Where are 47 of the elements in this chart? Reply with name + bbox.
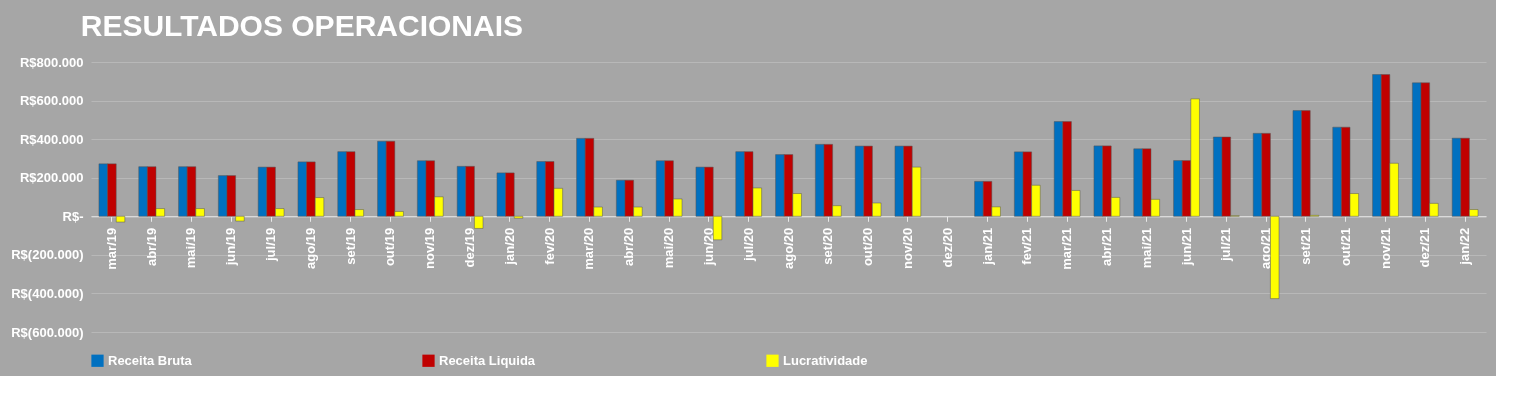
y-tick-label: R$(400.000) (11, 285, 84, 301)
x-tick-label: abr/19 (143, 227, 159, 267)
legend-label: Receita Bruta (108, 352, 193, 368)
x-tick-label: mai/20 (661, 227, 677, 269)
x-tick-label: jun/21 (1178, 227, 1194, 267)
x-tick-label: set/20 (820, 227, 836, 265)
x-tick-label: dez/21 (1417, 227, 1433, 268)
x-tick-label: ago/20 (780, 227, 796, 269)
x-tick-label: jan/21 (979, 227, 995, 266)
x-tick-label: jul/19 (263, 227, 279, 263)
x-tick-label: nov/19 (422, 227, 438, 269)
x-tick-label: jan/22 (1457, 227, 1473, 266)
x-tick-label: mai/19 (183, 227, 199, 269)
x-tick-label: abr/21 (1098, 227, 1114, 267)
legend-label: Receita Liquida (439, 352, 536, 368)
x-tick-label: nov/21 (1377, 227, 1393, 269)
x-tick-label: out/21 (1337, 227, 1353, 267)
y-tick-label: R$(600.000) (11, 324, 84, 340)
legend-label: Lucratividade (783, 352, 868, 368)
x-tick-label: jul/20 (740, 227, 756, 263)
x-tick-label: mar/21 (1059, 227, 1075, 270)
x-tick-label: nov/20 (899, 227, 915, 269)
y-tick-label: R$600.000 (19, 93, 84, 109)
x-tick-label: mar/20 (581, 227, 597, 270)
x-tick-label: mar/19 (103, 227, 119, 270)
x-tick-label: mai/21 (1138, 227, 1154, 269)
y-tick-label: R$(200.000) (11, 247, 84, 263)
x-tick-label: dez/20 (939, 227, 955, 268)
x-tick-label: jun/20 (700, 227, 716, 267)
chart-title: RESULTADOS OPERACIONAIS (80, 9, 523, 42)
x-tick-label: fev/20 (541, 227, 557, 265)
x-tick-label: jul/21 (1218, 227, 1234, 263)
y-tick-label: R$800.000 (19, 54, 84, 70)
x-tick-label: out/19 (382, 227, 398, 267)
x-tick-label: ago/19 (302, 227, 318, 269)
x-tick-label: set/21 (1297, 227, 1313, 265)
x-tick-label: fev/21 (1019, 227, 1035, 265)
y-tick-label: R$- (62, 208, 84, 224)
y-tick-label: R$200.000 (19, 170, 84, 186)
x-tick-label: out/20 (860, 227, 876, 267)
x-tick-label: set/19 (342, 227, 358, 265)
y-tick-label: R$400.000 (19, 131, 84, 147)
x-tick-label: abr/20 (621, 227, 637, 267)
x-tick-label: dez/19 (462, 227, 478, 268)
x-tick-label: jan/20 (501, 227, 517, 266)
x-tick-label: jun/19 (223, 227, 239, 267)
x-tick-label: ago/21 (1258, 227, 1274, 269)
